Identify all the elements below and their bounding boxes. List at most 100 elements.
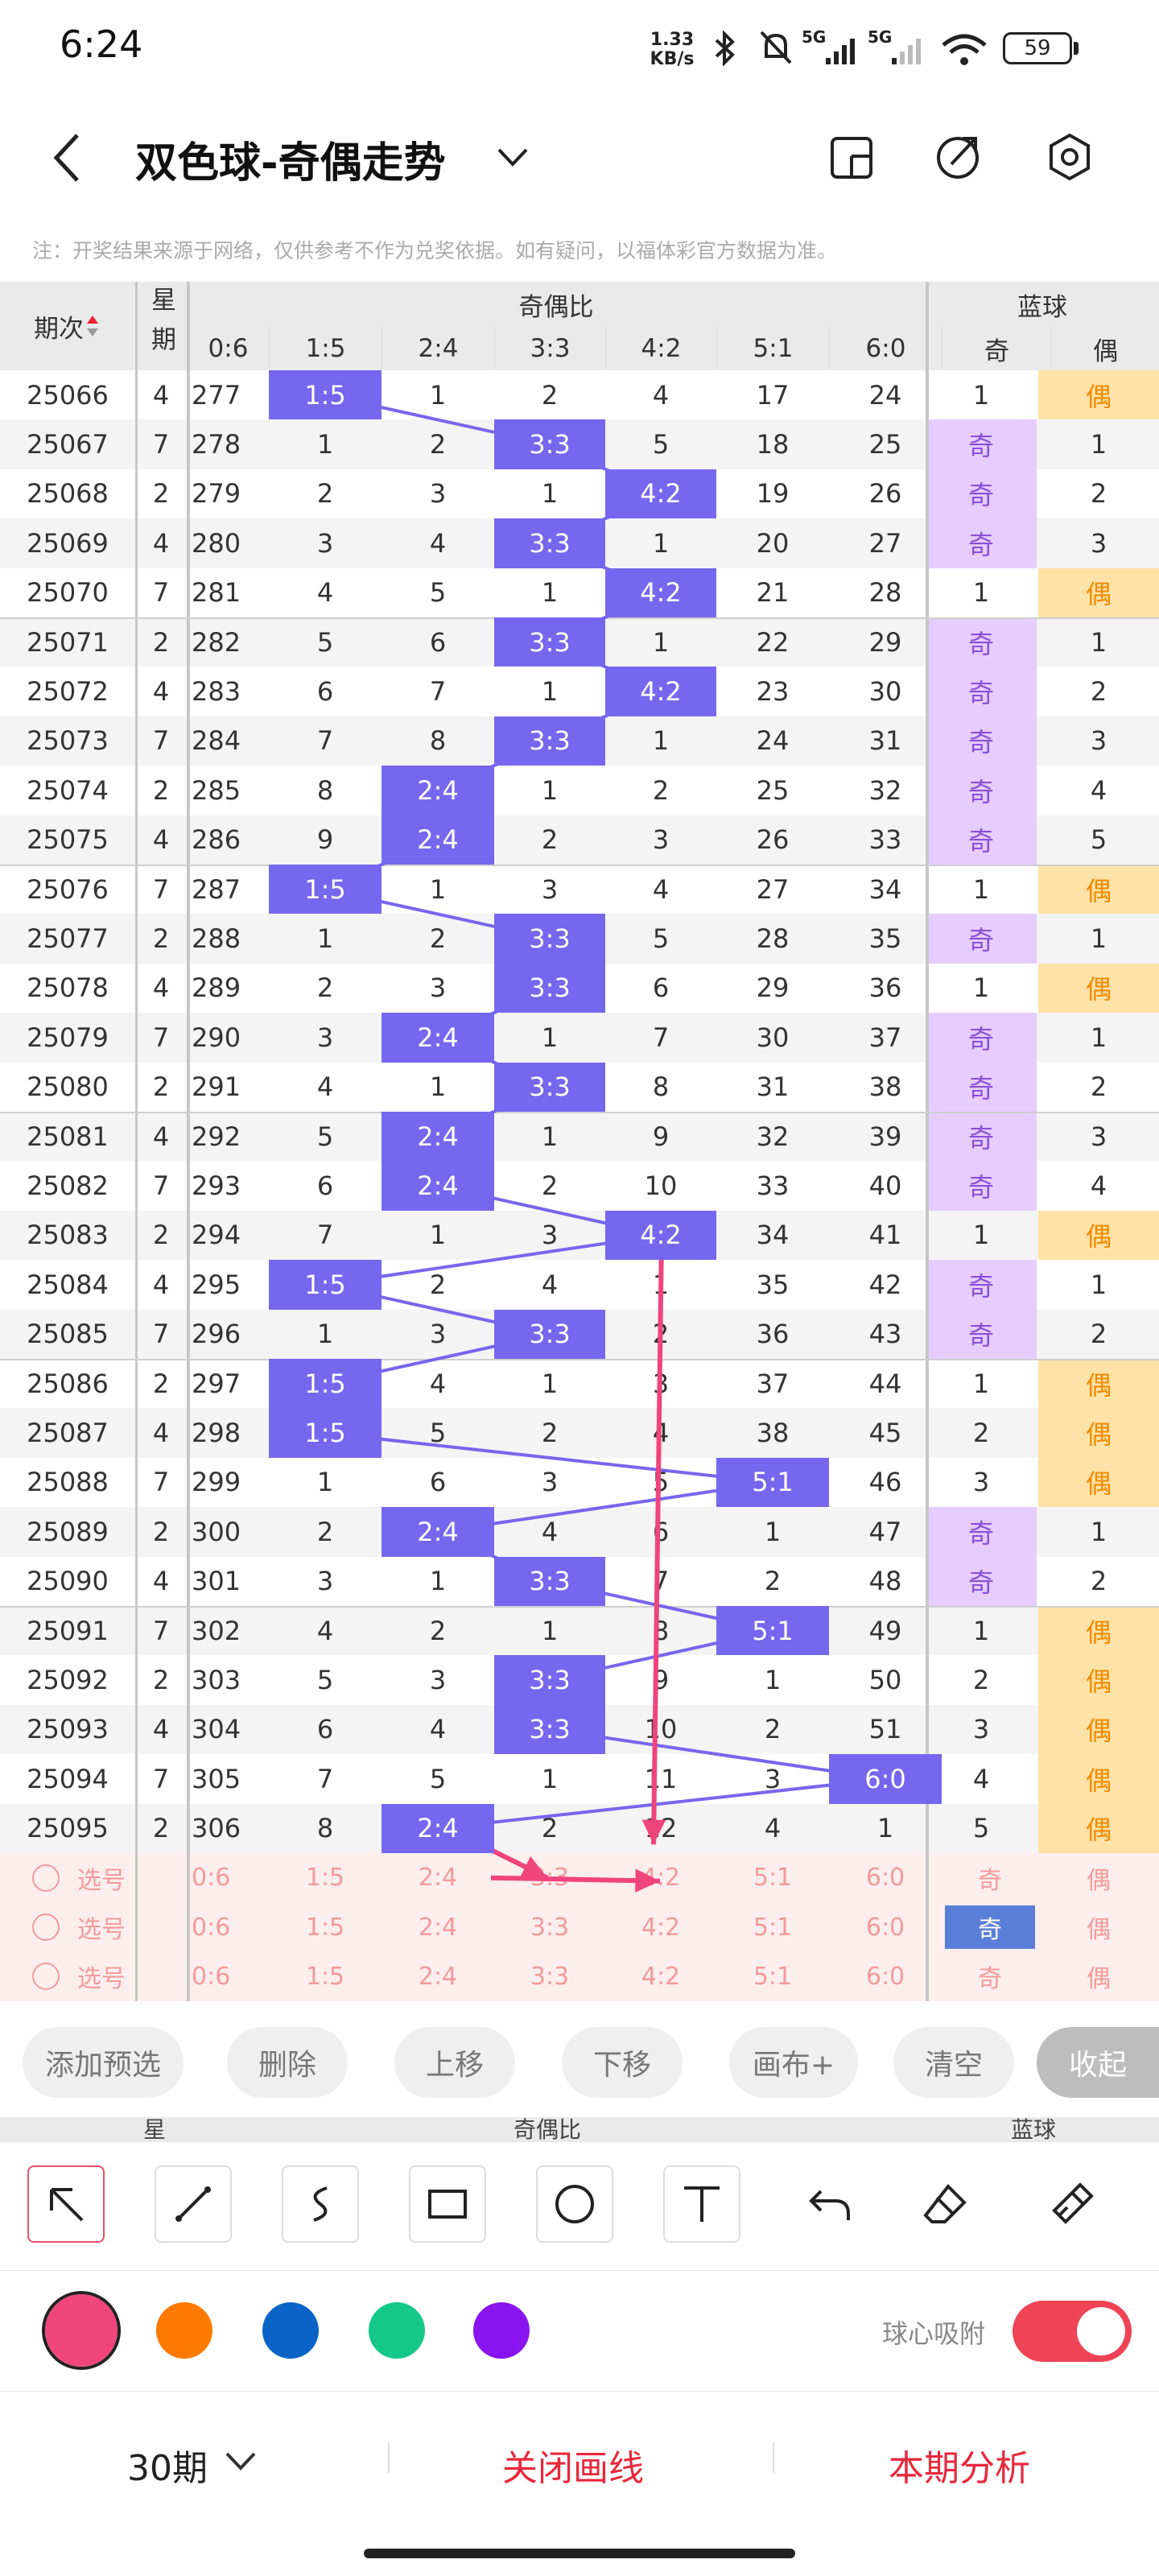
blue-even-cell: 偶 — [1038, 1754, 1159, 1804]
pick-cell[interactable]: 奇 — [978, 1866, 1002, 1895]
blue-even-cell: 1 — [1090, 429, 1107, 460]
pick-cell[interactable]: 3:3 — [530, 1913, 570, 1942]
miss-count-cell: 7 — [429, 676, 447, 708]
pick-cell[interactable]: 奇 — [945, 1905, 1035, 1949]
text-tool[interactable] — [663, 2165, 740, 2243]
pick-cell[interactable]: 偶 — [1087, 1916, 1111, 1945]
color-pink[interactable] — [42, 2291, 121, 2370]
chevron-down-icon[interactable] — [493, 140, 533, 175]
canvas-plus-button[interactable]: 画布+ — [729, 2027, 858, 2098]
pick-cell[interactable]: 0:6 — [192, 1864, 231, 1893]
blue-even-cell: 5 — [1090, 824, 1107, 856]
share-icon[interactable] — [932, 130, 985, 184]
period-cell: 25084 — [27, 1269, 109, 1300]
pick-cell[interactable]: 6:0 — [865, 1864, 905, 1893]
pick-cell[interactable]: 2:4 — [418, 1913, 458, 1942]
miss-count-cell: 282 — [192, 626, 241, 658]
pick-cell[interactable]: 偶 — [1087, 1866, 1111, 1895]
pick-cell[interactable]: 奇 — [978, 1965, 1002, 1994]
miss-count-cell: 4 — [316, 577, 334, 609]
miss-count-cell: 28 — [868, 577, 902, 609]
period-header-label: 期次 — [34, 314, 84, 344]
pick-row-label[interactable]: 选号 — [32, 1902, 153, 1951]
miss-count-cell: 1 — [541, 1615, 559, 1646]
pick-cell[interactable]: 2:4 — [418, 1962, 458, 1991]
color-blue[interactable] — [262, 2302, 319, 2359]
color-purple[interactable] — [473, 2302, 530, 2359]
pick-row-label[interactable]: 选号 — [32, 1853, 153, 1902]
screen-toggle-icon[interactable] — [826, 132, 877, 184]
clear-all-tool[interactable] — [1033, 2165, 1111, 2243]
move-up-button[interactable]: 上移 — [394, 2027, 515, 2098]
miss-count-cell: 5 — [316, 626, 334, 658]
week-cell: 2 — [152, 478, 170, 510]
period-column-header[interactable]: 期次 — [0, 282, 135, 370]
settings-icon[interactable] — [1043, 130, 1096, 184]
pick-cell[interactable]: 5:1 — [753, 1962, 793, 1991]
period-cell: 25093 — [27, 1714, 109, 1745]
snap-toggle[interactable] — [1013, 2301, 1132, 2362]
miss-count-cell: 277 — [192, 379, 241, 411]
blue-even-cell: 2 — [1090, 1071, 1107, 1103]
pick-cell[interactable]: 4:2 — [641, 1962, 681, 1991]
pick-radio[interactable] — [32, 1963, 60, 1991]
pick-cell[interactable]: 6:0 — [865, 1913, 905, 1942]
pick-row-label[interactable]: 选号 — [32, 1952, 153, 2001]
pick-cell[interactable]: 3:3 — [530, 1962, 570, 1991]
period-cell: 25077 — [27, 923, 109, 955]
chevron-down-icon[interactable] — [222, 2447, 259, 2476]
page-title[interactable]: 双色球-奇偶走势 — [135, 139, 446, 188]
pick-cell[interactable]: 5:1 — [753, 1913, 793, 1942]
pick-radio[interactable] — [32, 1864, 60, 1892]
rectangle-tool[interactable] — [409, 2165, 486, 2243]
undo-tool[interactable] — [790, 2165, 868, 2243]
miss-count-cell: 301 — [192, 1566, 241, 1597]
miss-count-cell: 29 — [756, 972, 790, 1004]
drawn-arrow-down[interactable] — [651, 1235, 664, 1845]
analysis-button[interactable]: 本期分析 — [889, 2448, 1030, 2489]
blue-odd-cell: 1 — [972, 972, 990, 1004]
odd-even-group-header: 奇偶比 — [187, 282, 926, 327]
add-preselect-button[interactable]: 添加预选 — [23, 2027, 184, 2098]
curve-tool[interactable] — [282, 2165, 359, 2243]
color-orange[interactable] — [156, 2302, 212, 2359]
miss-count-cell: 2 — [541, 379, 559, 411]
pick-cell[interactable]: 4:2 — [641, 1913, 681, 1942]
pick-cell[interactable]: 2:4 — [418, 1864, 458, 1893]
table-row — [0, 865, 1159, 914]
blue-odd-cell: 4 — [972, 1763, 990, 1794]
pick-cell[interactable]: 1:5 — [305, 1962, 345, 1991]
color-green[interactable] — [369, 2302, 425, 2359]
miss-count-cell: 3 — [764, 1763, 782, 1794]
circle-tool[interactable] — [536, 2165, 613, 2243]
miss-count-cell: 4 — [652, 379, 670, 411]
back-arrow-icon[interactable] — [47, 130, 87, 187]
miss-count-cell: 2 — [764, 1566, 782, 1597]
line-tool[interactable] — [155, 2165, 232, 2243]
miss-count-cell: 289 — [192, 972, 241, 1004]
status-bar: 6:24 1.33 KB/s 5G 5G 59 — [0, 0, 1159, 97]
pick-cell[interactable]: 6:0 — [865, 1962, 905, 1991]
period-selector[interactable]: 30期 — [127, 2448, 208, 2489]
clear-button[interactable]: 清空 — [893, 2027, 1014, 2098]
drawn-arrow-right-2[interactable] — [490, 1875, 661, 1884]
delete-button[interactable]: 删除 — [227, 2027, 348, 2098]
ratio-marker: 3:3 — [494, 1655, 605, 1705]
pick-cell[interactable]: 1:5 — [305, 1913, 345, 1942]
move-down-button[interactable]: 下移 — [562, 2027, 683, 2098]
close-draw-button[interactable]: 关闭画线 — [502, 2448, 644, 2489]
miss-count-cell: 7 — [316, 1220, 334, 1251]
pick-radio[interactable] — [32, 1913, 60, 1942]
subheader-7: 奇 — [942, 327, 1051, 370]
collapse-button[interactable]: 收起 — [1037, 2027, 1159, 2098]
blue-odd-cell: 3 — [972, 1467, 990, 1498]
table-row — [0, 1606, 1159, 1656]
pick-cell[interactable]: 偶 — [1087, 1965, 1111, 1994]
pick-cell[interactable]: 0:6 — [192, 1962, 231, 1991]
week-cell: 7 — [152, 1022, 170, 1053]
eraser-tool[interactable] — [906, 2165, 984, 2243]
pick-cell[interactable]: 0:6 — [192, 1913, 231, 1942]
pick-cell[interactable]: 5:1 — [753, 1864, 793, 1893]
select-tool[interactable] — [27, 2165, 105, 2243]
pick-cell[interactable]: 1:5 — [305, 1864, 345, 1893]
